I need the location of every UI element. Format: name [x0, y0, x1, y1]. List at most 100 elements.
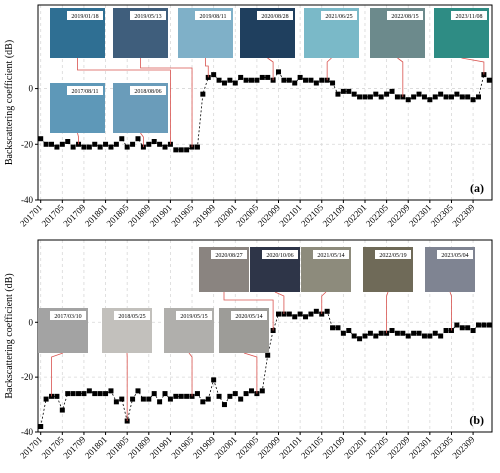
- data-point: [81, 144, 87, 150]
- thumbnail-label: 2018/08/06: [134, 89, 161, 95]
- connector: [326, 57, 332, 81]
- data-point: [216, 77, 222, 83]
- data-point: [448, 94, 454, 100]
- thumbnail-label-bg: [437, 250, 473, 259]
- thumbnail-label: 2020/08/27: [215, 253, 242, 259]
- connector: [223, 292, 274, 331]
- data-point: [340, 88, 346, 94]
- data-point: [411, 330, 417, 336]
- data-point: [227, 393, 233, 399]
- data-point: [367, 330, 373, 336]
- data-point: [486, 77, 492, 83]
- x-tick-label: 201801: [83, 202, 109, 228]
- data-point: [194, 391, 200, 397]
- thumbnail-label: 2017/08/11: [71, 89, 98, 95]
- thumbnail-label: 2017/03/10: [54, 314, 81, 320]
- data-point: [346, 328, 352, 334]
- data-point: [286, 311, 292, 317]
- y-tick-label: -20: [21, 139, 33, 149]
- thumbnail-label: 2023/11/08: [455, 14, 482, 20]
- data-point: [135, 388, 141, 394]
- data-point: [243, 391, 249, 397]
- data-point: [205, 396, 211, 402]
- connector: [243, 352, 258, 394]
- x-tick-label: 202305: [429, 434, 456, 461]
- data-point: [465, 325, 471, 331]
- thumbnail-label-bg: [114, 311, 150, 320]
- data-point: [313, 80, 319, 86]
- data-point: [319, 77, 325, 83]
- data-point: [459, 94, 465, 100]
- connector: [461, 57, 485, 75]
- data-point: [443, 94, 449, 100]
- data-point: [211, 72, 217, 78]
- data-point: [70, 144, 76, 150]
- thumbnail-label: 2020/08/28: [261, 14, 288, 20]
- data-point: [227, 77, 233, 83]
- x-tick-label: 201709: [61, 434, 88, 461]
- x-tick-label: 201705: [40, 434, 67, 461]
- data-point: [384, 91, 390, 97]
- data-point: [113, 141, 119, 147]
- data-point: [340, 330, 346, 336]
- data-point: [357, 336, 363, 342]
- data-point: [465, 94, 471, 100]
- x-tick-label: 202109: [321, 202, 348, 229]
- data-point: [140, 396, 146, 402]
- data-point: [248, 77, 254, 83]
- data-point: [438, 333, 444, 339]
- data-point: [367, 94, 373, 100]
- data-point: [38, 136, 44, 142]
- x-tick-label: 201709: [61, 202, 88, 229]
- data-point: [76, 391, 82, 397]
- data-point: [330, 325, 336, 331]
- data-point: [124, 144, 130, 150]
- connector: [188, 352, 193, 397]
- data-point: [443, 328, 449, 334]
- x-tick-label: 202009: [256, 434, 283, 461]
- data-point: [421, 333, 427, 339]
- data-point: [92, 141, 98, 147]
- data-point: [119, 136, 125, 142]
- x-tick-label: 202201: [342, 434, 368, 460]
- data-point: [259, 388, 265, 394]
- x-tick-label: 201805: [104, 202, 131, 229]
- thumbnail-label-bg: [67, 86, 103, 95]
- data-point: [313, 308, 319, 314]
- x-tick-label: 202009: [256, 202, 283, 229]
- x-tick-label: 201805: [104, 434, 131, 461]
- data-point: [157, 399, 163, 405]
- data-point: [243, 77, 249, 83]
- thumbnail-label-bg: [262, 250, 298, 259]
- data-point: [86, 388, 92, 394]
- thumbnail-label: 2023/05/04: [441, 253, 468, 259]
- x-tick-label: 201801: [83, 434, 109, 460]
- x-tick-label: 201909: [191, 202, 218, 229]
- data-point: [405, 97, 411, 103]
- data-point: [303, 77, 309, 83]
- x-tick-label: 202309: [450, 434, 477, 461]
- x-tick-label: 202301: [407, 434, 433, 460]
- data-point: [292, 314, 298, 320]
- data-point: [178, 393, 184, 399]
- data-point: [454, 322, 460, 328]
- x-tick-label: 202105: [299, 202, 326, 229]
- data-point: [146, 396, 152, 402]
- data-point: [81, 391, 87, 397]
- x-tick-label: 201701: [18, 202, 44, 228]
- x-tick-label: 202109: [321, 434, 348, 461]
- data-point: [389, 328, 395, 334]
- data-point: [151, 391, 157, 397]
- data-point: [97, 144, 103, 150]
- data-point: [38, 424, 44, 430]
- data-point: [54, 144, 60, 150]
- panel-label: (a): [470, 181, 484, 195]
- data-point: [65, 139, 71, 144]
- thumbnail-label: 2018/05/25: [118, 314, 145, 320]
- data-point: [454, 91, 460, 97]
- data-point: [162, 391, 168, 397]
- data-point: [130, 396, 136, 402]
- connector: [140, 132, 144, 148]
- data-point: [194, 144, 200, 150]
- data-point: [70, 391, 76, 397]
